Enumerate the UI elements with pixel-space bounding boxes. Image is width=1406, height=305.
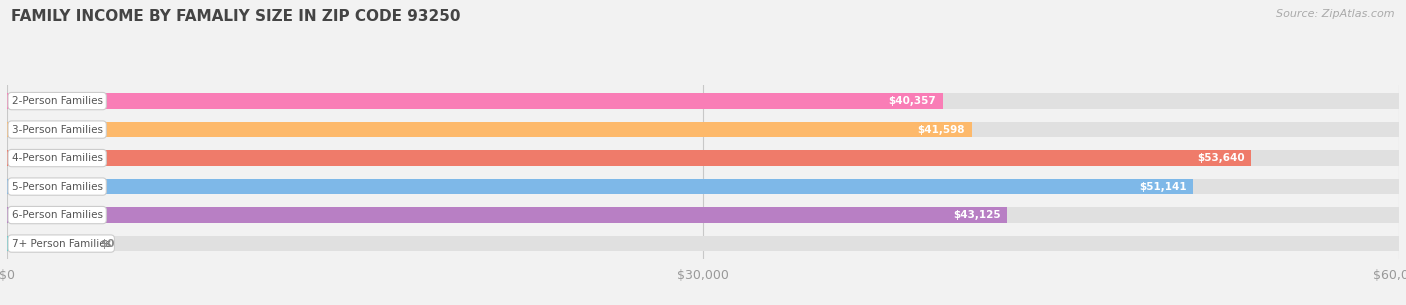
Bar [7, 93, 1399, 109]
Bar [7, 150, 1251, 166]
Bar [7, 179, 1194, 194]
Text: 4-Person Families: 4-Person Families [11, 153, 103, 163]
Text: $0: $0 [100, 239, 114, 249]
Bar [7, 122, 972, 138]
Bar [7, 150, 1399, 166]
Text: 5-Person Families: 5-Person Families [11, 181, 103, 192]
Text: Source: ZipAtlas.com: Source: ZipAtlas.com [1277, 9, 1395, 19]
Text: 7+ Person Families: 7+ Person Families [11, 239, 111, 249]
Text: 2-Person Families: 2-Person Families [11, 96, 103, 106]
Bar [7, 93, 943, 109]
Text: $40,357: $40,357 [889, 96, 936, 106]
Bar [7, 207, 1399, 223]
Text: FAMILY INCOME BY FAMALIY SIZE IN ZIP CODE 93250: FAMILY INCOME BY FAMALIY SIZE IN ZIP COD… [11, 9, 461, 24]
Text: $51,141: $51,141 [1139, 181, 1187, 192]
Text: $41,598: $41,598 [918, 124, 965, 135]
Bar [7, 207, 1008, 223]
Text: $43,125: $43,125 [953, 210, 1001, 220]
Text: $53,640: $53,640 [1197, 153, 1244, 163]
Bar [7, 236, 89, 251]
Text: 3-Person Families: 3-Person Families [11, 124, 103, 135]
Text: 6-Person Families: 6-Person Families [11, 210, 103, 220]
Bar [7, 179, 1399, 194]
Bar [7, 122, 1399, 138]
Bar [7, 236, 1399, 251]
